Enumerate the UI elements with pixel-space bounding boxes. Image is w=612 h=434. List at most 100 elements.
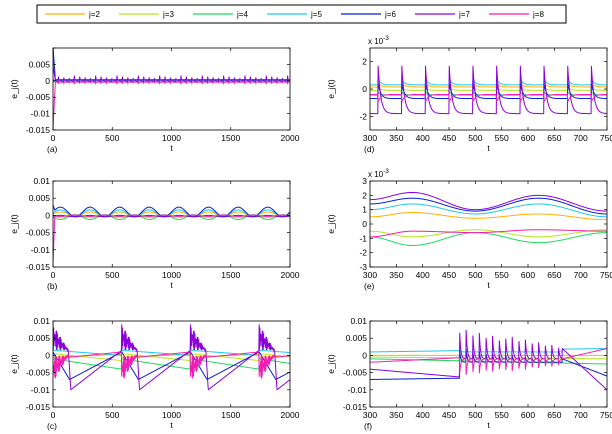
y-tick-label: 0 [45, 350, 50, 360]
panel-5: 300 350 400 450 500 550 600 650 700 750 -0.015 -0.0… [326, 316, 612, 431]
x-tick-label: 600 [521, 133, 535, 143]
x-tick-label: 400 [416, 270, 430, 280]
y-axis-label: e_j(t) [9, 79, 19, 99]
legend-label: j=3 [162, 10, 174, 19]
panels: 0 500 1000 1500 2000-0.015-0.01-0.00500.005t… [9, 35, 612, 431]
series-group [370, 65, 607, 115]
x-tick-label: 550 [495, 133, 509, 143]
y-axis-label: e_j(t) [9, 354, 19, 374]
series-line-j=4 [370, 232, 607, 246]
x-tick-label: 2000 [281, 410, 300, 420]
y-tick-label: 0.005 [29, 59, 51, 69]
x-tick-label: 550 [495, 410, 509, 420]
series-line-j=5 [370, 78, 607, 86]
x-tick-label: 500 [105, 270, 119, 280]
x-tick-label: 700 [574, 133, 588, 143]
x-tick-label: 300 [363, 270, 377, 280]
series-line-j=3 [370, 86, 607, 91]
y-tick-label: -0.01 [31, 109, 51, 119]
x-tick-label: 550 [495, 270, 509, 280]
x-tick-label: 400 [416, 410, 430, 420]
series-line-j=8 [370, 229, 607, 238]
x-tick-label: 0 [51, 270, 56, 280]
series-line-j=3 [370, 356, 607, 360]
x-tick-label: 1500 [221, 410, 240, 420]
y-tick-label: -0.015 [26, 402, 50, 412]
y-tick-label: 0.01 [350, 316, 367, 326]
y-axis-label: e_j(t) [326, 354, 336, 374]
series-line-j=6 [370, 197, 607, 215]
x-tick-label: 450 [442, 410, 456, 420]
y-tick-label: 3 [362, 176, 367, 186]
x-tick-label: 450 [442, 133, 456, 143]
panel-0: 0 500 1000 1500 2000 -0.015 -0.01 -0.005 0 0.005 t… [9, 47, 300, 154]
y-tick-label: 0.01 [33, 316, 50, 326]
x-tick-label: 600 [521, 270, 535, 280]
x-tick-label: 350 [389, 410, 403, 420]
x-tick-label: 750 [600, 410, 612, 420]
x-axis-label: t [487, 420, 490, 430]
x-tick-label: 500 [105, 133, 119, 143]
x-tick-label: 700 [574, 410, 588, 420]
x-tick-label: 1500 [221, 133, 240, 143]
x-tick-label: 500 [468, 133, 482, 143]
y-tick-label: 2 [362, 190, 367, 200]
panel-1: 0 500 1000 1500 2000 -0.015 -0.01 -0.005 0 0.005 0… [9, 176, 300, 291]
y-tick-label: -0.01 [31, 385, 51, 395]
series-line-j=3 [53, 353, 290, 362]
y-multiplier: x 10-3 [368, 168, 389, 179]
series-line-j=6 [53, 204, 290, 218]
legend: j=2 j=3 j=4 j=5 j=6 j=7 j=8 [36, 4, 567, 24]
y-tick-label: -0.005 [343, 368, 367, 378]
y-tick-label: 0.005 [29, 333, 51, 343]
x-tick-label: 2000 [281, 270, 300, 280]
x-tick-label: 1000 [162, 270, 181, 280]
legend-label: j=2 [88, 10, 100, 19]
y-tick-label: -1 [359, 233, 367, 243]
panel-3: 300 350 400 450 500 550 600 650 700 750 -2 0 2 x 10-3… [326, 35, 612, 154]
axes-frame [52, 180, 291, 268]
panel-label: (b) [47, 281, 58, 291]
y-axis-label: e_j(t) [326, 214, 336, 234]
y-tick-label: -2 [359, 248, 367, 258]
y-tick-label: 1 [362, 205, 367, 215]
series-line-j=8 [370, 348, 607, 375]
y-tick-label: 0 [362, 84, 367, 94]
y-tick-label: 0 [45, 210, 50, 220]
series-line-j=7 [370, 329, 607, 391]
x-axis-label: t [487, 143, 490, 153]
panel-4: 300 350 400 450 500 550 600 650 700 750 -3 -2 -1 0 1 2 3… [326, 168, 612, 291]
series-line-j=8 [53, 351, 290, 379]
y-axis-label: e_j(t) [9, 214, 19, 234]
series-group [53, 204, 290, 264]
y-tick-label: -0.015 [26, 262, 50, 272]
y-tick-label: -0.005 [26, 92, 50, 102]
x-tick-label: 2000 [281, 133, 300, 143]
x-tick-label: 450 [442, 270, 456, 280]
y-tick-label: -0.015 [343, 402, 367, 412]
x-tick-label: 500 [468, 410, 482, 420]
y-tick-label: 0 [362, 350, 367, 360]
y-tick-label: 0.01 [33, 176, 50, 186]
panel-label: (c) [47, 421, 57, 431]
y-tick-label: -2 [359, 111, 367, 121]
y-tick-label: 0.005 [29, 193, 51, 203]
series-line-j=8 [370, 93, 607, 103]
x-tick-label: 1500 [221, 270, 240, 280]
panel-2: 0 500 1000 1500 2000 -0.015 -0.01 -0.005 0 0.005 0… [9, 316, 300, 431]
x-axis-label: t [170, 280, 173, 290]
series-line-j=4 [53, 358, 290, 370]
series-group [53, 48, 290, 130]
x-tick-label: 700 [574, 270, 588, 280]
series-line-j=3 [370, 229, 607, 238]
axes-frame [369, 47, 608, 131]
y-multiplier-base: x 10 [368, 37, 384, 46]
x-tick-label: 400 [416, 133, 430, 143]
x-axis-label: t [170, 420, 173, 430]
x-axis-label: t [487, 280, 490, 290]
panel-label: (d) [364, 144, 375, 154]
y-tick-label: 0.005 [346, 333, 368, 343]
axes-frame [52, 47, 291, 131]
y-tick-label: 0 [45, 76, 50, 86]
x-tick-label: 300 [363, 410, 377, 420]
